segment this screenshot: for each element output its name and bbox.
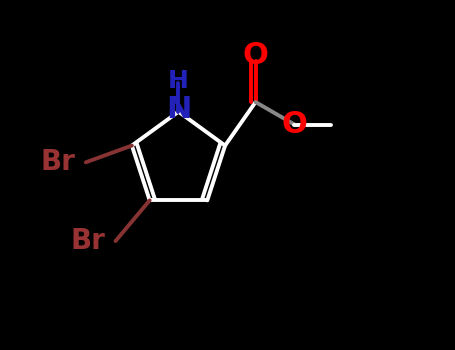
Text: H: H — [168, 69, 189, 93]
Text: N: N — [166, 95, 191, 124]
Text: Br: Br — [40, 148, 76, 176]
Text: Br: Br — [71, 227, 105, 255]
Text: O: O — [243, 41, 268, 70]
Text: O: O — [282, 110, 308, 139]
